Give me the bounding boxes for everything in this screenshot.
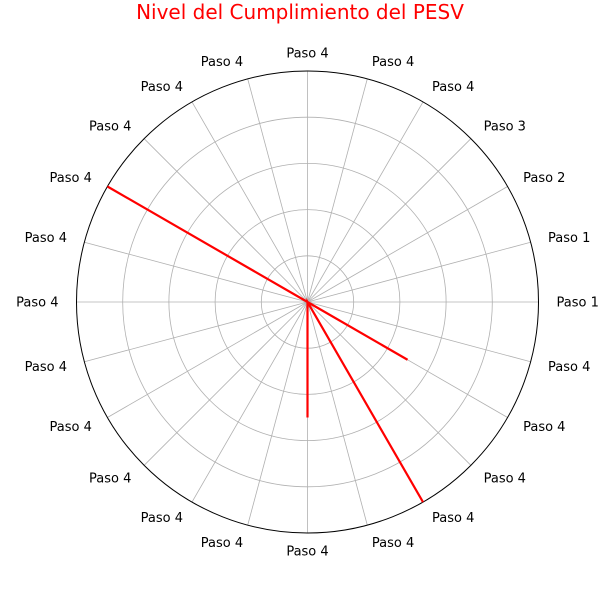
angular-tick-label: Paso 4 — [25, 360, 67, 375]
angular-tick-label: Paso 4 — [25, 231, 67, 246]
angular-gridline — [84, 301, 308, 363]
angular-tick-label: Paso 2 — [523, 171, 565, 186]
angular-gridline — [143, 138, 308, 303]
angular-gridline — [191, 101, 308, 303]
polar-frame — [76, 70, 539, 534]
angular-tick-label: Paso 4 — [523, 420, 565, 435]
angular-tick-label: Paso 1 — [557, 296, 599, 311]
angular-tick-label: Paso 4 — [89, 472, 131, 487]
angular-tick-label: Paso 4 — [141, 80, 183, 95]
angular-gridline — [247, 301, 308, 526]
tick-labels: Paso 1 Paso 1 Paso 2 Paso 3 Paso 4 Paso 4 Paso… — [16, 47, 599, 560]
angular-tick-label: Paso 1 — [548, 231, 590, 246]
angular-gridline — [307, 138, 472, 303]
angular-tick-label: Paso 4 — [372, 55, 414, 70]
angular-tick-label: Paso 4 — [50, 171, 92, 186]
angular-tick-label: Paso 4 — [16, 296, 58, 311]
angular-gridline — [307, 78, 368, 303]
angular-tick-label: Paso 4 — [372, 536, 414, 551]
angular-gridline — [191, 301, 308, 503]
series-line — [106, 185, 424, 503]
angular-tick-label: Paso 4 — [50, 420, 92, 435]
angular-tick-label: Paso 4 — [286, 47, 328, 62]
angular-tick-label: Paso 4 — [141, 511, 183, 526]
series-layer — [106, 185, 424, 503]
angular-gridline — [307, 301, 472, 466]
angular-gridline — [307, 301, 368, 526]
angular-gridline — [307, 301, 531, 363]
angular-gridline — [247, 78, 308, 303]
angular-gridline — [307, 186, 508, 303]
angular-tick-label: Paso 4 — [548, 360, 590, 375]
angular-tick-label: Paso 4 — [432, 80, 474, 95]
angular-tick-label: Paso 4 — [286, 545, 328, 560]
angular-tick-label: Paso 4 — [432, 511, 474, 526]
angular-tick-label: Paso 3 — [484, 119, 526, 134]
angular-tick-label: Paso 4 — [201, 55, 243, 70]
angular-gridline — [307, 101, 424, 303]
angular-gridline — [143, 301, 308, 466]
angular-tick-label: Paso 4 — [89, 119, 131, 134]
angular-tick-label: Paso 4 — [201, 536, 243, 551]
angular-gridline — [84, 241, 308, 303]
chart-title: Nivel del Cumplimiento del PESV — [136, 0, 464, 24]
angular-gridline — [107, 301, 308, 418]
angular-tick-label: Paso 4 — [484, 472, 526, 487]
angular-gridline — [307, 241, 531, 303]
